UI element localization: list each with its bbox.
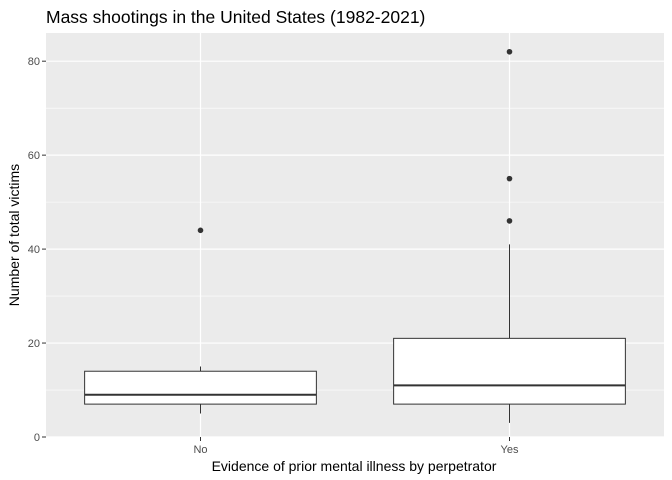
box-yes <box>393 48 626 423</box>
outlier-point <box>197 227 204 234</box>
y-axis-title: Number of total victims <box>6 164 22 306</box>
iqr-box <box>393 337 626 405</box>
x-tick-label: No <box>193 444 207 456</box>
y-tick-label: 60 <box>28 150 40 162</box>
y-tick-label: 20 <box>28 338 40 350</box>
x-tick-label: Yes <box>501 444 519 456</box>
x-axis: No Yes <box>193 437 519 456</box>
boxes <box>84 48 626 423</box>
y-tick-label: 0 <box>34 432 40 444</box>
box-no <box>84 227 317 414</box>
outlier-point <box>506 175 513 182</box>
outlier-point <box>506 48 513 55</box>
x-axis-title: Evidence of prior mental illness by perp… <box>212 458 497 474</box>
chart-title: Mass shootings in the United States (198… <box>46 7 425 27</box>
iqr-box <box>84 370 317 405</box>
y-axis: 0 20 40 60 80 <box>28 56 46 444</box>
y-tick-label: 80 <box>28 56 40 68</box>
y-tick-label: 40 <box>28 244 40 256</box>
outlier-point <box>506 218 513 224</box>
